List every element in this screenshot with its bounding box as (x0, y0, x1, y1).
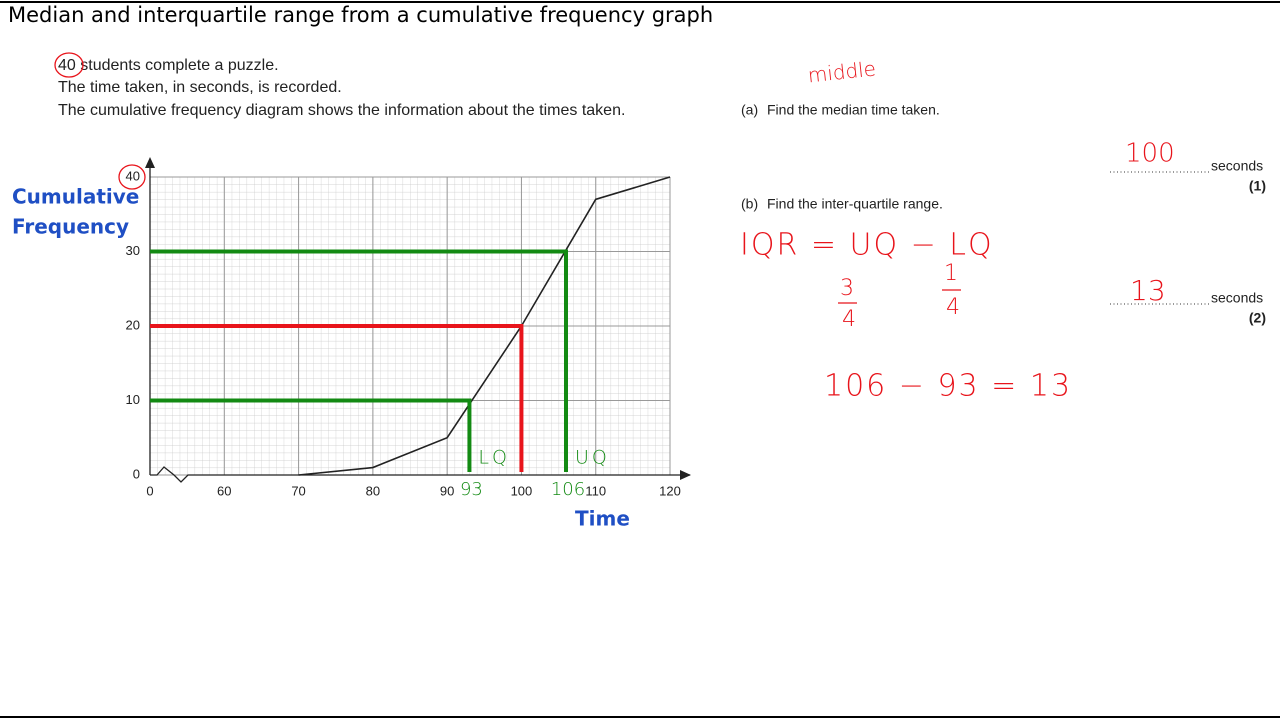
circle-annotation (118, 164, 146, 190)
note-working: 106 − 93 = 13 (824, 369, 1072, 404)
x-axis-break (150, 466, 690, 483)
guide-value: 106 (551, 479, 585, 500)
note-middle: middle (807, 56, 877, 87)
circle-annotation (54, 52, 84, 78)
fraction-bottom: 4 (946, 295, 960, 320)
fraction-bottom: 4 (842, 307, 856, 332)
answer: 13 (1130, 274, 1166, 307)
y-tick-label: 40 (126, 168, 140, 183)
x-tick-label: 100 (511, 483, 533, 498)
part-label: (a) (741, 102, 758, 118)
fraction-top: 1 (944, 261, 958, 286)
y-tick-label: 30 (126, 243, 140, 258)
part-text: Find the inter-quartile range. (767, 196, 943, 212)
part-text: Find the median time taken. (767, 102, 940, 118)
marks: (2) (1249, 310, 1266, 326)
intro-line: The time taken, in seconds, is recorded. (58, 79, 342, 96)
x-tick-label: 80 (366, 483, 380, 498)
answer: 100 (1125, 139, 1175, 169)
chart: Cumulative Frequency Time 0 10 20 30 40 0 60 70… (12, 157, 691, 531)
x-tick-label: 120 (659, 483, 681, 498)
y-tick-label: 10 (126, 392, 140, 407)
guide-value: 93 (460, 479, 483, 500)
y-tick-label: 0 (133, 466, 140, 481)
x-tick-label: 70 (291, 483, 305, 498)
y-arrow (145, 157, 155, 168)
intro-line: The cumulative frequency diagram shows t… (58, 102, 625, 119)
y-axis-label: Cumulative (12, 185, 139, 209)
note-formula: IQR = UQ − LQ (740, 228, 994, 263)
fraction-top: 3 (840, 276, 854, 301)
x-axis-label: Time (575, 507, 630, 531)
part-label: (b) (741, 196, 758, 212)
x-tick-label: 0 (146, 483, 153, 498)
page-title: Median and interquartile range from a cu… (8, 3, 713, 27)
y-tick-label: 20 (126, 317, 140, 332)
intro-line: 40 students complete a puzzle. (58, 57, 279, 74)
x-tick-label: 110 (585, 483, 606, 498)
guide-label: UQ (575, 447, 610, 469)
x-arrow (680, 470, 691, 480)
x-tick-label: 60 (217, 483, 231, 498)
unit: seconds (1211, 290, 1263, 306)
marks: (1) (1249, 178, 1266, 194)
guide-label: LQ (478, 447, 510, 469)
y-axis-label: Frequency (12, 215, 129, 239)
unit: seconds (1211, 158, 1263, 174)
x-tick-label: 90 (440, 483, 454, 498)
cumulative-line (298, 176, 671, 476)
